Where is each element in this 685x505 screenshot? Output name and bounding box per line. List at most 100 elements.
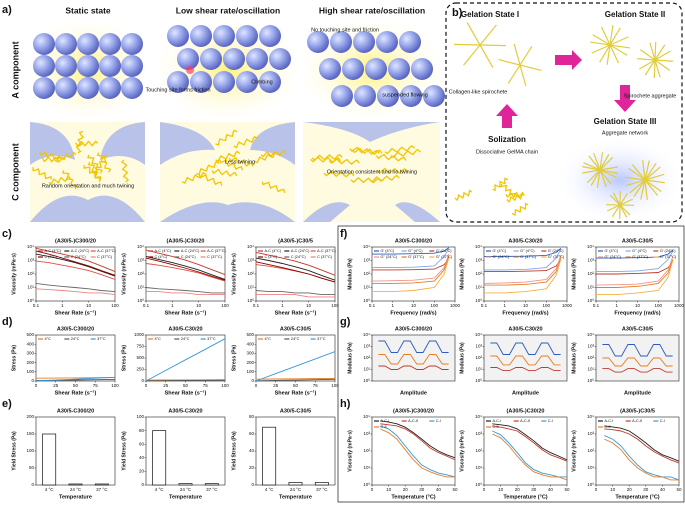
y-tick-label: 10¹ xyxy=(587,367,594,372)
x-tick-label: 100 xyxy=(542,303,550,308)
sphere xyxy=(365,58,387,80)
legend-label: C-II xyxy=(381,425,387,429)
legend-label: C-II xyxy=(493,425,499,429)
series-line xyxy=(255,378,336,382)
x-tick-label: 0.1 xyxy=(143,303,150,308)
fiber xyxy=(215,150,241,163)
x-tick-label: 10 xyxy=(635,303,641,308)
y-axis-label: Modulus (Pa) xyxy=(459,258,465,290)
sphere xyxy=(99,33,121,55)
x-axis-label: Shear Rate (s⁻¹) xyxy=(55,309,97,316)
sphere xyxy=(223,48,245,70)
sphere xyxy=(246,48,268,70)
x-tick-label: 75 xyxy=(93,383,99,388)
x-tick-label: 0.1 xyxy=(33,303,40,308)
series-line xyxy=(255,251,336,276)
legend-label: C (37°C) xyxy=(207,255,223,259)
sphere xyxy=(423,85,445,107)
panel-frame xyxy=(337,225,685,503)
legend-label: G' (4°C) xyxy=(605,249,619,253)
series-line xyxy=(35,260,116,280)
y-tick-label: 10³ xyxy=(475,431,482,436)
bar xyxy=(314,482,329,486)
annotation: Climbing xyxy=(251,79,272,85)
legend-label: G' (24°C) xyxy=(548,249,564,253)
x-tick-label: 30 xyxy=(643,487,649,492)
fiber xyxy=(351,147,383,155)
series-line xyxy=(372,248,450,269)
x-tick-label: 1 xyxy=(171,303,174,308)
series-line xyxy=(604,438,679,481)
legend-label: A-C-I xyxy=(493,419,502,423)
chart-title: (A30/5-)C30/20 xyxy=(167,238,205,244)
x-axis-label: Shear Rate (s⁻¹) xyxy=(165,389,207,396)
panel-label: h) xyxy=(340,398,351,410)
fiber xyxy=(492,177,509,192)
y-axis-label: Modulus (Pa) xyxy=(459,342,465,374)
legend-label: G'' (4°C) xyxy=(520,249,535,253)
panel-label: a) xyxy=(2,4,12,16)
series-line xyxy=(35,247,116,273)
fiber xyxy=(62,170,78,190)
y-tick-label: 10⁴ xyxy=(363,244,370,249)
sphere xyxy=(55,77,77,99)
x-axis-label: Shear Rate (s⁻¹) xyxy=(275,309,317,316)
x-tick-label: 50 xyxy=(183,383,189,388)
panel-label: b) xyxy=(452,7,463,19)
x-axis-label: Amplitude xyxy=(400,390,427,396)
fiber xyxy=(350,177,382,184)
y-tick-label: 40 xyxy=(139,455,145,460)
y-tick-label: 10² xyxy=(475,271,482,276)
fiber xyxy=(215,129,238,146)
y-tick-label: 10¹ xyxy=(363,367,370,372)
series-line xyxy=(372,257,450,271)
panel-label: c) xyxy=(2,228,12,240)
sphere xyxy=(33,55,55,77)
y-axis-label: Yield Stress (Pa) xyxy=(121,431,127,471)
x-tick-label: 1 xyxy=(615,303,618,308)
x-tick-label: 0 xyxy=(35,383,38,388)
chain xyxy=(463,24,497,66)
y-tick-label: 200 xyxy=(246,360,254,365)
series-line xyxy=(596,250,674,273)
y-tick-label: 10³ xyxy=(475,344,482,349)
y-tick-label: 0 xyxy=(141,482,144,487)
fiber xyxy=(233,135,258,149)
plot-area xyxy=(35,334,116,382)
series-line xyxy=(145,287,225,294)
series-line xyxy=(145,255,226,280)
y-axis-label: Viscosity (mPa·s) xyxy=(11,253,17,295)
x-tick-label: 10 xyxy=(86,303,92,308)
panel-label: e) xyxy=(2,398,12,410)
y-tick-label: 1000 xyxy=(134,332,145,337)
fiber xyxy=(369,174,400,183)
series-line xyxy=(380,425,456,478)
x-tick-label: 20 xyxy=(403,487,409,492)
legend-label: A-C-II xyxy=(408,419,418,423)
y-tick-label: 200 xyxy=(26,360,34,365)
fiber xyxy=(376,167,408,174)
series-line xyxy=(483,254,562,284)
sphere xyxy=(177,48,199,70)
series-line xyxy=(256,294,335,298)
x-tick-label: 1 xyxy=(61,303,64,308)
x-tick-label: 100 xyxy=(111,303,119,308)
legend-label: C (24°C) xyxy=(71,255,87,259)
sphere xyxy=(121,55,143,77)
y-tick-label: 10³ xyxy=(363,431,370,436)
fiber xyxy=(181,171,207,184)
x-tick-label: 100 xyxy=(331,383,339,388)
series-line xyxy=(35,376,116,382)
legend-label: C (24°C) xyxy=(291,255,307,259)
y-tick-label: 10⁴ xyxy=(587,414,594,419)
y-tick-label: 500 xyxy=(26,332,34,337)
sphere xyxy=(200,48,222,70)
x-tick-label: 50 xyxy=(564,487,570,492)
x-tick-label: 10 xyxy=(498,487,504,492)
sphere xyxy=(388,58,410,80)
y-tick-label: 10¹ xyxy=(475,367,482,372)
y-tick-label: 100 xyxy=(136,414,144,419)
x-tick-label: 40 xyxy=(660,487,666,492)
sphere xyxy=(33,77,55,99)
chart-title: A30/5-C30/5 xyxy=(622,238,653,244)
